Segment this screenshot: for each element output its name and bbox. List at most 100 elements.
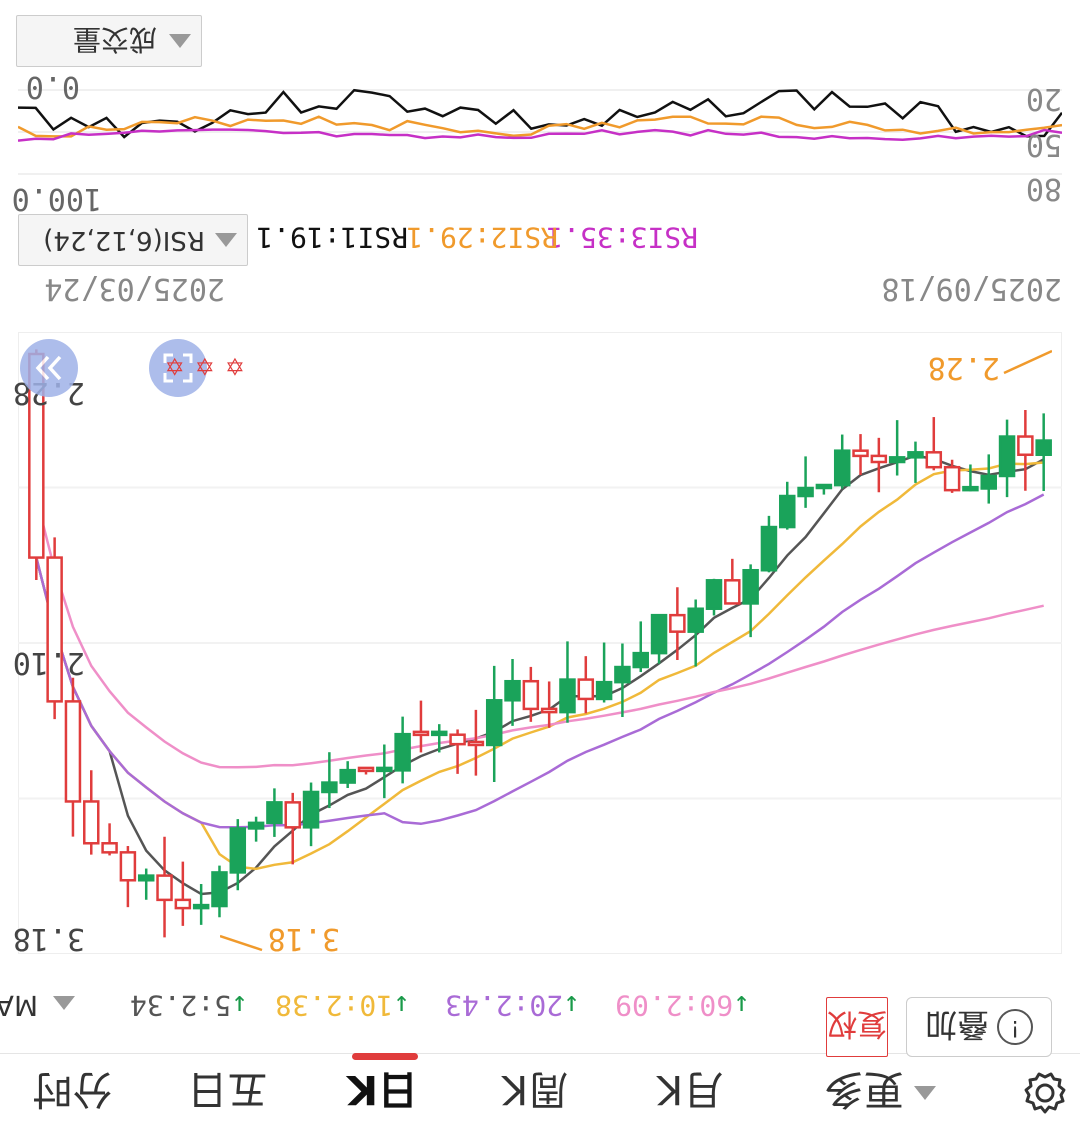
candle-body — [1017, 435, 1034, 456]
star-icon: ✡ — [184, 352, 215, 380]
candle-body — [485, 699, 503, 747]
high-annotation-text: 2.28 — [927, 350, 1000, 385]
rsi2-value: RSI2:29.1 — [406, 221, 558, 254]
candle-body — [174, 898, 192, 910]
tab-label: 分时 — [32, 1066, 113, 1112]
candle-body — [46, 556, 63, 703]
settings-button[interactable] — [1010, 1054, 1080, 1132]
ma-10-value: ↓10:2.38 — [275, 989, 410, 1022]
candle-body — [833, 449, 851, 487]
candle-body — [852, 449, 869, 458]
candle-body — [412, 730, 430, 737]
tab-label: 五日 — [187, 1066, 268, 1112]
candle-body — [760, 525, 778, 572]
fuquan-label: 复权 — [827, 1006, 887, 1041]
candle-body — [522, 679, 540, 711]
candle-body — [925, 451, 943, 469]
tab-five-day[interactable]: 五日 — [155, 1054, 300, 1132]
candle-body — [211, 871, 228, 908]
candle-body — [888, 456, 906, 464]
expand-button[interactable] — [149, 339, 207, 397]
candle-body — [614, 665, 631, 684]
rsi-chart[interactable] — [18, 70, 1062, 192]
candle-body — [137, 874, 155, 882]
ma-line — [35, 497, 1044, 769]
double-chevron-icon — [35, 355, 62, 381]
price-mid-label: 2.10 — [12, 645, 85, 680]
candle-body — [907, 451, 924, 459]
rsi-axis-bottom: 0.0 — [25, 69, 80, 104]
candle-body — [302, 790, 320, 829]
candle-body — [943, 465, 961, 492]
candle-body — [156, 874, 173, 902]
ma-line — [35, 461, 1044, 871]
info-icon: ! — [997, 1009, 1034, 1045]
chevron-up-icon — [53, 996, 75, 1010]
up-arrow-icon: ↓ — [733, 989, 750, 1022]
star-icon: ✡ — [214, 352, 245, 380]
annotation-leader — [219, 934, 263, 952]
tab-label: 更多 — [824, 1066, 904, 1112]
candle-body — [577, 678, 595, 701]
rsi3-value: RSI3:35.1 — [546, 221, 698, 254]
candle-body — [632, 651, 649, 669]
event-marker-icons: ✡✡✡ — [155, 352, 245, 380]
candle-body — [449, 733, 466, 746]
ma-60-value: ↓60:2.09 — [615, 989, 750, 1022]
candle-body — [797, 486, 814, 498]
candle-body — [284, 801, 301, 829]
up-arrow-icon: ↓ — [231, 989, 248, 1022]
rsi-axis-top: 100.0 — [11, 181, 102, 216]
rsi-line — [18, 115, 1062, 138]
candle-body — [467, 740, 485, 747]
rsi-line — [18, 128, 1062, 142]
tab-label: 周K — [501, 1066, 569, 1112]
candle-body — [431, 730, 448, 737]
active-tab-indicator — [352, 1053, 418, 1060]
candle-body — [321, 781, 338, 794]
candle-body — [540, 707, 558, 714]
chevron-up-icon — [914, 1086, 936, 1100]
rsi-axis-50: 50 — [1025, 127, 1062, 162]
rsi-axis-20: 20 — [1025, 81, 1062, 116]
candle-body — [742, 568, 759, 605]
candle-body — [101, 842, 118, 854]
ma-line — [35, 493, 1045, 829]
tab-day-k[interactable]: 日K — [310, 1054, 455, 1132]
candle-body — [192, 903, 210, 910]
candle-body — [64, 700, 82, 803]
compare-label: 叠加 — [925, 1006, 990, 1044]
high-annotation: 2.28 — [927, 347, 1053, 387]
chevron-up-icon — [169, 34, 191, 48]
tab-more[interactable]: 更多 — [810, 1054, 950, 1132]
candle-body — [83, 800, 100, 845]
date-start-label: 2025/03/24 — [44, 271, 225, 306]
ma-20-value: ↓20:2.43 — [445, 989, 580, 1022]
rsi-axis-80: 80 — [1025, 171, 1062, 206]
volume-selector[interactable]: 成交量 — [16, 15, 202, 67]
rsi-selector[interactable]: RSI(6,12,24) — [18, 214, 248, 266]
candlestick-chart[interactable] — [18, 332, 1062, 954]
candle-body — [1035, 439, 1052, 456]
fuquan-button[interactable]: 复权 — [826, 997, 888, 1057]
candle-body — [724, 579, 741, 605]
candle-body — [357, 766, 375, 773]
volume-title: 成交量 — [72, 23, 157, 56]
candle-body — [962, 485, 979, 492]
candle-body — [779, 494, 796, 529]
tab-label: 月K — [656, 1066, 724, 1112]
ma-title: MA — [0, 989, 39, 1022]
tab-month-k[interactable]: 月K — [620, 1054, 760, 1132]
candle-body — [229, 827, 247, 874]
star-icon: ✡ — [154, 352, 185, 380]
compare-button[interactable]: ! 叠加 — [906, 997, 1052, 1057]
candle-body — [394, 732, 411, 772]
ma-settings[interactable]: MA — [0, 989, 75, 1022]
tab-week-k[interactable]: 周K — [465, 1054, 605, 1132]
candle-body — [980, 474, 997, 490]
collapse-button[interactable] — [20, 339, 78, 397]
candle-body — [504, 679, 521, 702]
tab-intraday[interactable]: 分时 — [0, 1054, 145, 1132]
annotation-leader — [1003, 349, 1053, 375]
bottom-nav: 更多 月K 周K 日K 五日 分时 — [0, 1053, 1080, 1132]
